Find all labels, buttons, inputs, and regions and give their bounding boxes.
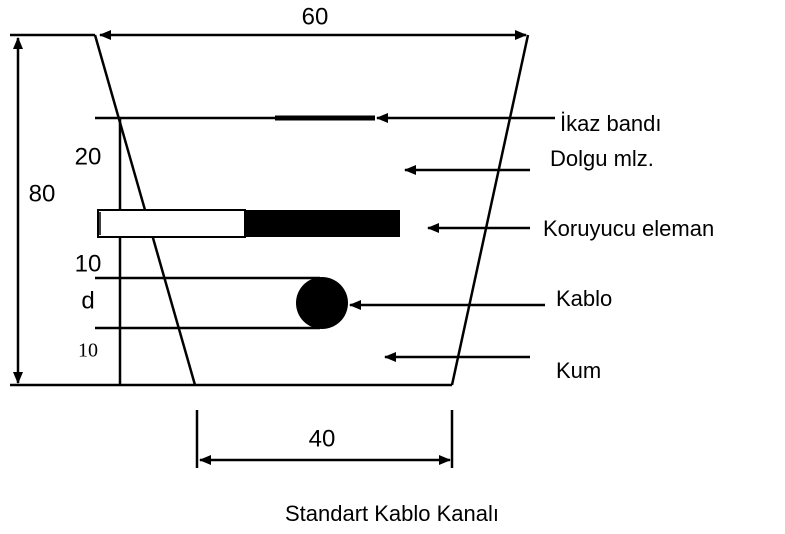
dim-label: 60 (302, 3, 329, 30)
label: Dolgu mlz. (550, 146, 654, 171)
pointer-arrows (349, 113, 555, 362)
dim-label: 10 (78, 340, 98, 362)
label: İkaz bandı (560, 111, 662, 136)
label: Koruyucu eleman (543, 216, 714, 241)
dimension-lines (13, 30, 527, 468)
caption: Standart Kablo Kanalı (285, 501, 499, 526)
dim-label: d (81, 287, 94, 314)
label: Kablo (556, 286, 612, 311)
trench (10, 33, 530, 387)
dim-label: 10 (75, 250, 102, 277)
dim-label: 40 (309, 425, 336, 452)
label: Kum (556, 358, 601, 383)
dim-label: 80 (29, 180, 56, 207)
dim-label: 20 (75, 143, 102, 170)
